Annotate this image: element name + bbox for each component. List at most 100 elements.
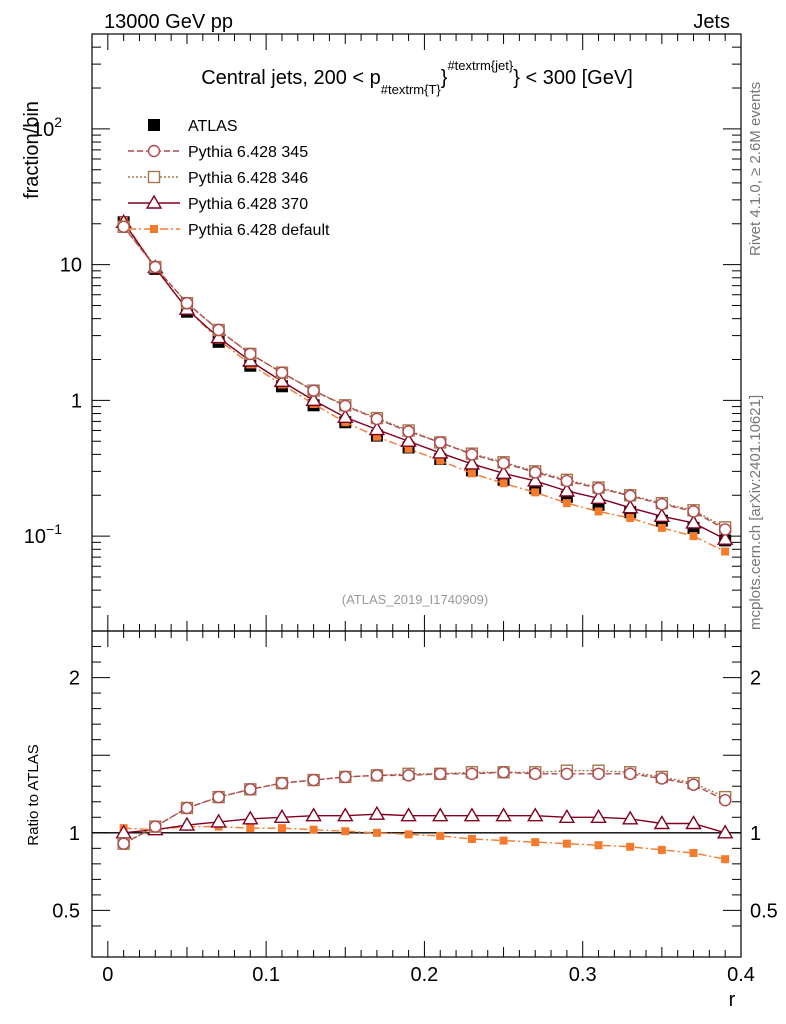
ratio-point-pythia-6-428-345	[465, 767, 479, 781]
main-point-pythia-6-428-default	[499, 479, 508, 488]
y-tick-label: 1	[71, 390, 82, 412]
legend-marker	[148, 119, 160, 131]
ratio-y-tick-label-right: 1	[750, 823, 761, 845]
ratio-point-pythia-6-428-345	[307, 773, 320, 787]
legend-marker	[145, 194, 163, 209]
ratio-point-pythia-6-428-default	[531, 838, 540, 847]
main-point-pythia-6-428-345	[212, 323, 225, 337]
ratio-point-pythia-6-428-345	[655, 772, 669, 785]
ratio-point-pythia-6-428-default	[246, 824, 255, 833]
main-series-3	[115, 213, 734, 545]
main-point-pythia-6-428-345	[307, 384, 320, 397]
main-point-pythia-6-428-370	[621, 499, 639, 514]
ratio-point-pythia-6-428-default	[404, 830, 413, 839]
main-point-pythia-6-428-default	[689, 532, 698, 541]
ratio-point-pythia-6-428-345	[434, 767, 447, 781]
main-point-pythia-6-428-370	[590, 489, 607, 504]
legend-item: Pythia 6.428 345	[128, 144, 308, 161]
legend-label: ATLAS	[188, 118, 238, 135]
ratio-point-pythia-6-428-370	[273, 808, 291, 823]
main-point-pythia-6-428-default	[436, 456, 445, 465]
ratio-point-pythia-6-428-370	[178, 816, 196, 831]
x-tick-label: 0.1	[252, 964, 280, 986]
main-point-pythia-6-428-default	[721, 547, 730, 556]
main-point-pythia-6-428-370	[210, 329, 227, 344]
main-point-pythia-6-428-345	[180, 296, 194, 310]
main-point-pythia-6-428-370	[305, 391, 322, 407]
ratio-plot-frame	[91, 630, 742, 958]
ratio-point-pythia-6-428-370	[305, 807, 322, 822]
ratio-point-pythia-6-428-370	[242, 810, 259, 825]
ratio-y-tick-label-left: 2	[69, 668, 80, 690]
ratio-point-pythia-6-428-345	[718, 794, 732, 807]
main-point-pythia-6-428-345	[718, 523, 732, 536]
ratio-point-pythia-6-428-345	[687, 778, 700, 791]
ratio-point-pythia-6-428-345	[244, 783, 257, 796]
legend-marker	[147, 144, 161, 158]
legend-label: Pythia 6.428 345	[188, 144, 308, 161]
legend-label: Pythia 6.428 370	[188, 196, 308, 213]
main-point-pythia-6-428-345	[655, 497, 669, 511]
legend-label: Pythia 6.428 default	[188, 222, 330, 239]
ratio-line-pythia-6-428-default	[123, 825, 726, 860]
main-point-pythia-6-428-default	[594, 507, 603, 516]
side-label-mcplots: mcplots.cern.ch [arXiv:2401.10621]	[747, 395, 764, 630]
ratio-point-pythia-6-428-370	[653, 815, 671, 830]
ratio-point-pythia-6-428-370	[337, 807, 354, 822]
ratio-point-pythia-6-428-default	[372, 828, 381, 837]
ratio-point-pythia-6-428-345	[149, 820, 162, 833]
main-point-pythia-6-428-345	[370, 412, 384, 426]
ratio-point-pythia-6-428-345	[402, 769, 415, 782]
ratio-point-pythia-6-428-345	[592, 767, 605, 781]
legend-item: Pythia 6.428 346	[128, 170, 308, 187]
ratio-point-pythia-6-428-default	[562, 839, 571, 848]
main-point-pythia-6-428-default	[562, 499, 571, 508]
main-point-pythia-6-428-345	[434, 436, 447, 449]
x-tick-label: 0.4	[727, 964, 755, 986]
y-tick-label: 10	[60, 255, 82, 277]
ratio-point-pythia-6-428-345	[117, 837, 130, 850]
ratio-point-pythia-6-428-370	[210, 813, 227, 828]
ratio-point-pythia-6-428-default	[721, 855, 730, 864]
legend-marker	[147, 170, 161, 184]
main-point-pythia-6-428-default	[404, 444, 413, 453]
y-tick-label: 10−1	[24, 521, 62, 548]
ratio-y-tick-label-left: 0.5	[52, 900, 80, 922]
main-point-pythia-6-428-345	[623, 489, 637, 503]
y-tick-label: 102	[32, 114, 62, 141]
legend-label: Pythia 6.428 346	[188, 170, 308, 187]
y-axis-label-ratio: Ratio to ATLAS	[25, 744, 42, 845]
main-point-pythia-6-428-345	[149, 260, 162, 274]
main-series-4	[119, 216, 730, 556]
ratio-point-pythia-6-428-default	[657, 845, 666, 854]
main-point-pythia-6-428-default	[467, 469, 476, 478]
ratio-line-pythia-6-428-370	[123, 813, 726, 834]
ratio-series-3	[119, 822, 730, 864]
main-point-pythia-6-428-370	[400, 432, 417, 447]
ratio-point-pythia-6-428-default	[309, 825, 318, 834]
main-point-pythia-6-428-345	[687, 505, 700, 518]
ratio-point-pythia-6-428-default	[594, 841, 603, 850]
main-point-pythia-6-428-default	[531, 488, 540, 497]
ratio-point-pythia-6-428-345	[560, 767, 574, 781]
ratio-point-pythia-6-428-370	[685, 815, 702, 830]
ratio-y-tick-label-right: 2	[750, 668, 761, 690]
ratio-point-pythia-6-428-default	[467, 835, 476, 844]
main-point-pythia-6-428-370	[716, 530, 734, 545]
main-line-pythia-6-428-346	[123, 226, 726, 528]
main-point-pythia-6-428-345	[465, 448, 479, 461]
main-point-pythia-6-428-370	[685, 514, 702, 529]
x-axis-label: r	[729, 989, 736, 1011]
main-point-pythia-6-428-345	[402, 425, 415, 438]
main-point-pythia-6-428-345	[529, 466, 542, 479]
ratio-point-pythia-6-428-345	[180, 801, 194, 815]
ratio-point-pythia-6-428-default	[689, 848, 698, 857]
legend-item: Pythia 6.428 370	[128, 194, 308, 213]
main-point-pythia-6-428-345	[275, 366, 289, 379]
legend-item: ATLAS	[148, 118, 238, 135]
ratio-point-pythia-6-428-370	[463, 807, 481, 822]
ratio-series-1	[117, 764, 732, 850]
ratio-y-tick-label-right: 0.5	[750, 900, 778, 922]
ratio-point-pythia-6-428-345	[497, 766, 510, 779]
